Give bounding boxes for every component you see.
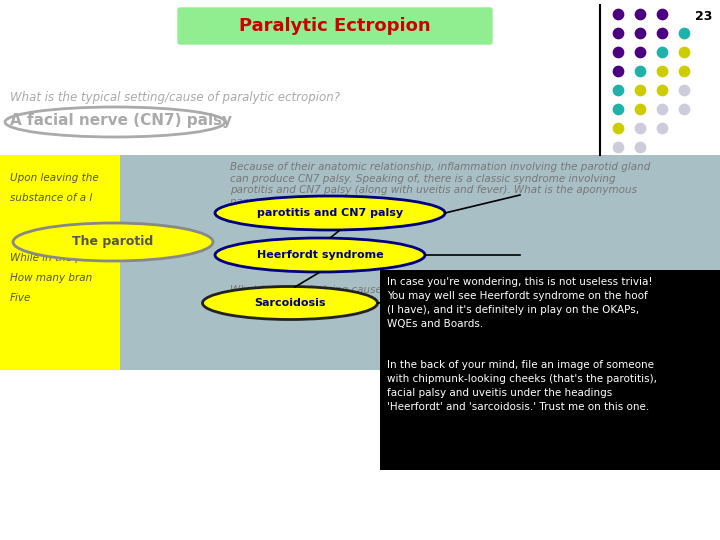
Text: Upon leaving the: Upon leaving the — [10, 173, 99, 183]
Text: In the back of your mind, file an image of someone
with chipmunk-looking cheeks : In the back of your mind, file an image … — [387, 360, 657, 412]
Point — [634, 29, 646, 37]
Point — [656, 48, 667, 56]
Text: substance of a l: substance of a l — [10, 193, 92, 203]
Point — [634, 86, 646, 94]
FancyBboxPatch shape — [0, 155, 228, 370]
FancyBboxPatch shape — [178, 8, 492, 44]
Point — [634, 124, 646, 132]
Text: While in the paro: While in the paro — [10, 253, 99, 263]
Text: Sarcoidosis: Sarcoidosis — [254, 298, 325, 308]
Point — [634, 105, 646, 113]
Point — [656, 86, 667, 94]
Point — [612, 66, 624, 75]
Point — [612, 10, 624, 18]
Text: Five: Five — [10, 293, 32, 303]
Text: What is the underlying cause of inflammation in Heerfordt syndrome?: What is the underlying cause of inflamma… — [230, 285, 594, 295]
Text: parotitis and CN7 palsy: parotitis and CN7 palsy — [257, 208, 403, 218]
Point — [634, 66, 646, 75]
Ellipse shape — [215, 196, 445, 230]
Point — [656, 66, 667, 75]
Point — [634, 48, 646, 56]
Ellipse shape — [202, 287, 377, 320]
Text: Heerfordt syndrome: Heerfordt syndrome — [257, 250, 383, 260]
Point — [634, 10, 646, 18]
Point — [612, 29, 624, 37]
Point — [678, 66, 690, 75]
Point — [678, 86, 690, 94]
Point — [656, 124, 667, 132]
Point — [634, 143, 646, 151]
Point — [656, 10, 667, 18]
Point — [678, 48, 690, 56]
Text: In case you're wondering, this is not useless trivia!
You may well see Heerfordt: In case you're wondering, this is not us… — [387, 277, 652, 329]
Text: A facial nerve (CN7) palsy: A facial nerve (CN7) palsy — [10, 112, 232, 127]
Point — [678, 29, 690, 37]
Point — [678, 105, 690, 113]
Point — [656, 29, 667, 37]
Text: What is the typical setting/cause of paralytic ectropion?: What is the typical setting/cause of par… — [10, 91, 340, 105]
Point — [612, 48, 624, 56]
Point — [612, 124, 624, 132]
Text: Paralytic Ectropion: Paralytic Ectropion — [239, 17, 431, 35]
Point — [612, 105, 624, 113]
FancyBboxPatch shape — [380, 270, 720, 470]
Point — [656, 105, 667, 113]
Ellipse shape — [215, 238, 425, 272]
Text: 23: 23 — [695, 10, 712, 23]
Text: How many bran: How many bran — [10, 273, 92, 283]
Point — [612, 143, 624, 151]
Point — [612, 86, 624, 94]
Text: The parotid: The parotid — [73, 235, 153, 248]
Ellipse shape — [13, 223, 213, 261]
Text: Because of their anatomic relationship, inflammation involving the parotid gland: Because of their anatomic relationship, … — [230, 162, 650, 207]
FancyBboxPatch shape — [120, 155, 720, 370]
